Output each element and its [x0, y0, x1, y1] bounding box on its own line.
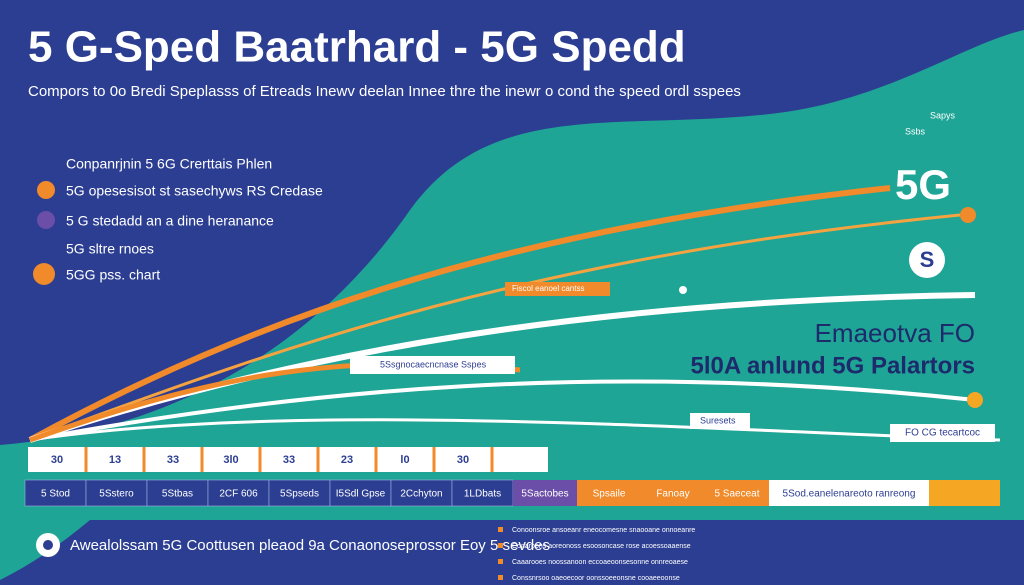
bar-label: 2CF 606: [219, 489, 258, 500]
bar-label: 5Sstero: [99, 489, 134, 500]
legend-heading: Conpanrjnin 5 6G Crerttais Phlen: [66, 156, 272, 172]
note: Ssbs: [905, 126, 926, 136]
curve: [29, 418, 1001, 442]
line-label: 5Ssgnocaecncnase Sspes: [380, 359, 487, 369]
panel-line: 5l0A anlund 5G Palartors: [690, 352, 975, 379]
label-box: [350, 356, 515, 374]
footer-note: Conssnrsoo oaeoecoor oonssoeeonsne cooae…: [512, 575, 680, 582]
subtitle: Compors to 0o Bredi Speplasss of Etreads…: [28, 83, 741, 100]
bar-cell: [146, 479, 209, 507]
bar-cell: [705, 480, 769, 506]
line-label: FO CG tecartcoc: [905, 428, 980, 439]
number: 33: [167, 454, 179, 466]
legend-item: 5 G stedadd an a dine heranance: [66, 213, 274, 229]
icon-letter: S: [920, 247, 935, 272]
curves: [28, 185, 1001, 443]
curve: [29, 379, 976, 442]
legend-item: 5GG pss. chart: [66, 267, 160, 283]
curve: [29, 213, 961, 442]
legend-dot: [37, 211, 55, 229]
legend-item: 5G opesesisot st sasechyws RS Credase: [66, 183, 323, 199]
icon: [909, 242, 945, 278]
number: 3l0: [223, 454, 238, 466]
number: 30: [457, 454, 469, 466]
dot: [960, 207, 976, 223]
line-label: Suresets: [700, 415, 736, 425]
number: 23: [341, 454, 353, 466]
line-label: Fiscol eanoel cantss: [512, 284, 584, 293]
bar-cell: [451, 479, 514, 507]
bullet: [498, 575, 503, 580]
footer-note: Caaarooes noossanoon eccoaeoonsesonne on…: [512, 559, 688, 566]
bar-label: 1LDbats: [464, 489, 501, 500]
footer-text: Awealolssam 5G Coottusen pleaod 9a Conao…: [70, 537, 550, 554]
title: 5 G-Sped Baatrhard - 5G Spedd: [28, 23, 686, 72]
number: 30: [51, 454, 63, 466]
bar-label: 5 Saeceat: [714, 489, 759, 500]
bar-label: 5Stbas: [162, 489, 193, 500]
bar-cell: [329, 479, 392, 507]
panel-line: Emaeotva FO: [815, 318, 975, 348]
label-box: [690, 413, 750, 429]
bar-cell: [577, 480, 641, 506]
footer-note: Conoonsroe ansoeanr eneocomesne snaooane…: [512, 527, 695, 534]
number: 33: [283, 454, 295, 466]
legend-item: 5G sltre rnoes: [66, 241, 154, 257]
bar-label: 5Sod.eanelenareoto ranreong: [783, 489, 916, 500]
number: l0: [400, 454, 409, 466]
label-box: [505, 282, 610, 296]
bar-cell: [85, 479, 148, 507]
curve: [28, 185, 891, 443]
badge: 5G: [895, 161, 951, 208]
bar-label: 5Spseds: [280, 489, 319, 500]
dot: [967, 392, 983, 408]
bar-label: I5Sdl Gpse: [336, 489, 386, 500]
bar-label: 5 Stod: [41, 489, 70, 500]
number: 13: [109, 454, 121, 466]
dot: [679, 286, 687, 294]
wave: [0, 30, 1024, 520]
bar-label: 5Sactobes: [521, 489, 568, 500]
legend-dot: [33, 263, 55, 285]
label-box: [890, 424, 995, 442]
legend-dot: [37, 181, 55, 199]
rows: 30 13 33 3l0 33 23 l0 30 5 Stod 5Sstero 5Stbas 2CF …: [24, 447, 1000, 507]
number-band: [28, 447, 548, 472]
footer-bg: [0, 520, 1024, 585]
bar-cell: [390, 479, 453, 507]
bullet: [498, 543, 503, 548]
bar-label: Fanoay: [656, 489, 689, 500]
footer-icon: [43, 540, 53, 550]
bar-cell: [207, 479, 270, 507]
bullet: [498, 527, 503, 532]
bar-cell: [513, 480, 577, 506]
note: Sapys: [930, 110, 956, 120]
bar-label: 2Cchyton: [400, 489, 442, 500]
bar-cell: [929, 480, 1000, 506]
footer-notes: Conoonsroe ansoeanr eneocomesne snaooane…: [498, 527, 695, 582]
bar-cell: [769, 480, 929, 506]
bar-label: Spsaile: [593, 489, 626, 500]
bullet: [498, 559, 503, 564]
bar-cell: [641, 480, 705, 506]
footer-note: Conaroons aoreonoss esoosoncase rose aco…: [512, 543, 691, 550]
